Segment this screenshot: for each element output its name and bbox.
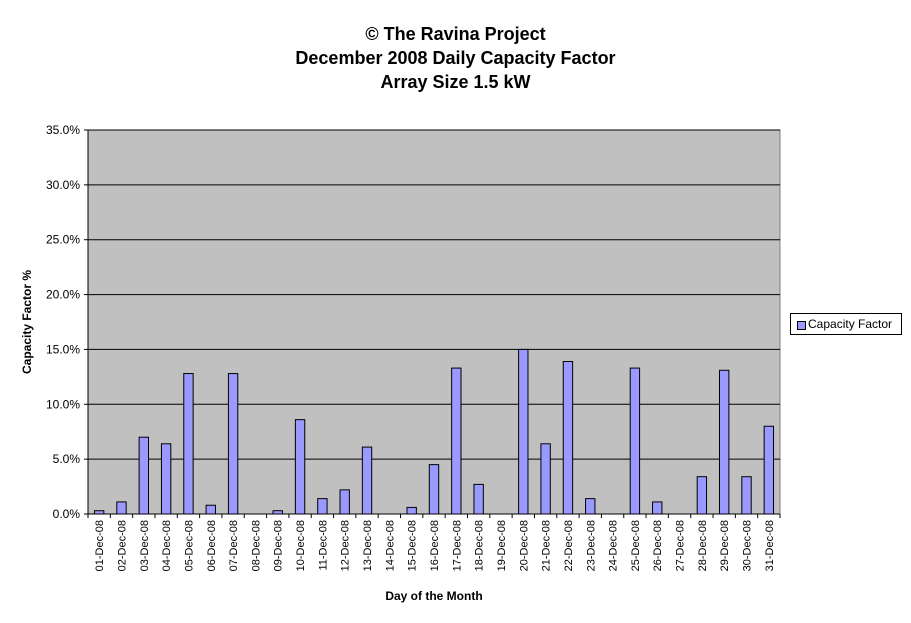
- y-tick-label: 15.0%: [46, 342, 80, 356]
- y-tick-label: 35.0%: [46, 123, 80, 137]
- bar: [562, 360, 574, 515]
- x-tick-label: 04-Dec-08: [161, 520, 173, 571]
- bar: [763, 425, 775, 515]
- x-tick-label: 14-Dec-08: [384, 520, 396, 571]
- bar: [205, 504, 216, 515]
- x-tick-label: 15-Dec-08: [407, 520, 419, 571]
- bar: [227, 373, 239, 515]
- legend-swatch: [797, 321, 806, 330]
- x-tick-label: 31-Dec-08: [764, 520, 776, 571]
- x-tick-label: 20-Dec-08: [518, 520, 530, 571]
- bar: [294, 419, 306, 515]
- y-tick-label: 30.0%: [46, 178, 80, 192]
- bar: [696, 476, 708, 515]
- x-tick-label: 28-Dec-08: [697, 520, 709, 571]
- x-tick-label: 26-Dec-08: [652, 520, 664, 571]
- y-tick-label: 10.0%: [46, 397, 80, 411]
- x-tick-label: 05-Dec-08: [183, 520, 195, 571]
- bar: [473, 483, 484, 515]
- x-tick-label: 27-Dec-08: [675, 520, 687, 571]
- bar: [138, 436, 149, 515]
- x-tick-label: 09-Dec-08: [273, 520, 285, 571]
- x-tick-label: 21-Dec-08: [541, 520, 553, 571]
- x-axis-label: Day of the Month: [385, 589, 482, 603]
- bar: [451, 367, 462, 515]
- bar: [585, 498, 596, 515]
- x-tick-label: 07-Dec-08: [228, 520, 240, 571]
- y-tick-label: 5.0%: [53, 452, 81, 466]
- bar: [339, 489, 350, 515]
- x-tick-label: 16-Dec-08: [429, 520, 441, 571]
- x-tick-label: 12-Dec-08: [340, 520, 352, 571]
- plot-area: [87, 129, 781, 515]
- x-tick-label: 30-Dec-08: [742, 520, 754, 571]
- bar: [719, 369, 730, 515]
- x-tick-label: 25-Dec-08: [630, 520, 642, 571]
- bar: [183, 373, 194, 515]
- x-tick-label: 23-Dec-08: [585, 520, 597, 571]
- x-tick-label: 02-Dec-08: [116, 520, 128, 571]
- bar: [361, 446, 373, 515]
- chart-title-line-3: Array Size 1.5 kW: [380, 72, 531, 92]
- x-tick-label: 18-Dec-08: [474, 520, 486, 571]
- legend: Capacity Factor: [790, 313, 902, 335]
- y-tick-label: 20.0%: [46, 288, 80, 302]
- bar: [406, 506, 417, 515]
- x-tick-label: 24-Dec-08: [608, 520, 620, 571]
- bar: [652, 501, 663, 515]
- x-tick-label: 11-Dec-08: [317, 520, 329, 571]
- bar: [741, 476, 752, 515]
- x-tick-label: 01-Dec-08: [94, 520, 106, 571]
- bar: [428, 464, 440, 515]
- chart-title-line-2: December 2008 Daily Capacity Factor: [295, 48, 616, 68]
- bar: [160, 443, 172, 515]
- x-tick-label: 19-Dec-08: [496, 520, 508, 571]
- y-axis-label: Capacity Factor %: [20, 270, 34, 374]
- legend-label: Capacity Factor: [808, 317, 893, 331]
- x-tick-label: 13-Dec-08: [362, 520, 374, 571]
- chart-title: © The Ravina Project December 2008 Daily…: [0, 22, 911, 94]
- x-tick-label: 06-Dec-08: [206, 520, 218, 571]
- x-tick-label: 10-Dec-08: [295, 520, 307, 571]
- x-tick-label: 08-Dec-08: [250, 520, 262, 571]
- y-tick-label: 25.0%: [46, 233, 80, 247]
- x-tick-label: 03-Dec-08: [139, 520, 151, 571]
- bar: [629, 367, 641, 515]
- bar: [116, 501, 127, 515]
- chart-title-line-1: © The Ravina Project: [365, 24, 546, 44]
- bar: [518, 348, 529, 515]
- y-tick-label: 0.0%: [53, 507, 81, 521]
- x-tick-label: 29-Dec-08: [719, 520, 731, 571]
- x-tick-label: 17-Dec-08: [451, 520, 463, 571]
- x-tick-label: 22-Dec-08: [563, 520, 575, 571]
- bar: [317, 498, 328, 515]
- bar: [540, 443, 551, 515]
